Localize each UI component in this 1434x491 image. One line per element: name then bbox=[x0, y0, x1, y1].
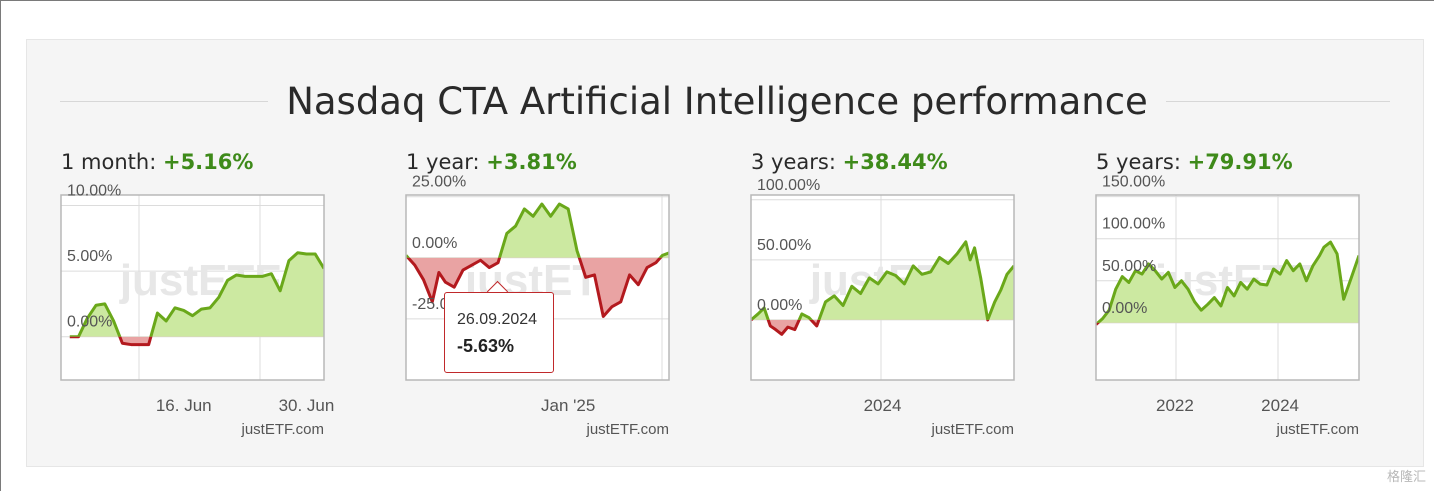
hover-tooltip: 26.09.2024 -5.63% bbox=[444, 292, 554, 373]
area-positive bbox=[1096, 242, 1359, 323]
chart-title-text: Nasdaq CTA Artificial Intelligence perfo… bbox=[268, 80, 1166, 123]
source-label: justETF.com bbox=[240, 421, 324, 438]
period-label: 3 years: bbox=[751, 150, 836, 174]
period-label: 1 month: bbox=[61, 150, 157, 174]
tooltip-value: -5.63% bbox=[457, 336, 515, 356]
series-line-positive bbox=[69, 251, 324, 337]
plot-frame bbox=[1095, 194, 1360, 381]
area-positive bbox=[406, 204, 669, 258]
x-tick-label: 2024 bbox=[1261, 396, 1299, 415]
area-positive bbox=[751, 241, 1014, 320]
series-line-positive bbox=[751, 240, 1014, 320]
area-negative bbox=[408, 257, 661, 317]
plot-frame bbox=[405, 194, 670, 381]
y-tick-label: 25.00% bbox=[412, 174, 466, 191]
source-label: justETF.com bbox=[585, 421, 669, 438]
y-tick-label: 0.00% bbox=[1102, 300, 1147, 317]
y-tick-label: 100.00% bbox=[757, 177, 820, 194]
period-value: +79.91% bbox=[1187, 150, 1293, 174]
period-header-1-month: 1 month: +5.16% bbox=[61, 150, 253, 174]
series-line-negative bbox=[751, 319, 990, 336]
period-header-1-year: 1 year: +3.81% bbox=[406, 150, 577, 174]
period-header-5-years: 5 years: +79.91% bbox=[1096, 150, 1293, 174]
period-label: 5 years: bbox=[1096, 150, 1181, 174]
chart-title: Nasdaq CTA Artificial Intelligence perfo… bbox=[0, 80, 1434, 123]
series-line-negative bbox=[406, 257, 663, 318]
x-tick-label: 2024 bbox=[864, 396, 902, 415]
title-rule-left bbox=[60, 101, 298, 102]
series-line-positive bbox=[1096, 240, 1359, 323]
area-negative bbox=[768, 319, 819, 335]
tooltip-date: 26.09.2024 bbox=[457, 311, 538, 328]
y-tick-label: 0.00% bbox=[412, 235, 457, 252]
y-tick-label: 10.00% bbox=[67, 182, 121, 199]
x-tick-label: 2022 bbox=[1156, 396, 1194, 415]
y-tick-label: 50.00% bbox=[757, 237, 811, 254]
period-value: +5.16% bbox=[162, 150, 254, 174]
title-rule-right bbox=[1154, 101, 1390, 102]
y-tick-label: 100.00% bbox=[1102, 216, 1165, 233]
period-value: +38.44% bbox=[842, 150, 948, 174]
y-tick-label: 0.00% bbox=[67, 314, 112, 331]
x-tick-label: 16. Jun bbox=[156, 396, 212, 415]
period-value: +3.81% bbox=[486, 150, 577, 174]
x-tick-label: 30. Jun bbox=[279, 396, 335, 415]
x-tick-label: Jan '25 bbox=[541, 396, 595, 415]
plot-frame bbox=[750, 194, 1015, 381]
y-tick-label: 50.00% bbox=[1102, 258, 1156, 275]
plot-frame bbox=[60, 194, 325, 381]
period-label: 1 year: bbox=[406, 150, 480, 174]
y-tick-label: 5.00% bbox=[67, 248, 112, 265]
source-label: justETF.com bbox=[1275, 421, 1359, 438]
series-line-positive bbox=[406, 202, 669, 258]
area-positive bbox=[69, 252, 324, 337]
y-tick-label: 150.00% bbox=[1102, 174, 1165, 191]
corner-watermark: 格隆汇 bbox=[1386, 469, 1426, 484]
source-label: justETF.com bbox=[930, 421, 1014, 438]
y-tick-label: 0.00% bbox=[757, 297, 802, 314]
period-header-3-years: 3 years: +38.44% bbox=[751, 150, 948, 174]
